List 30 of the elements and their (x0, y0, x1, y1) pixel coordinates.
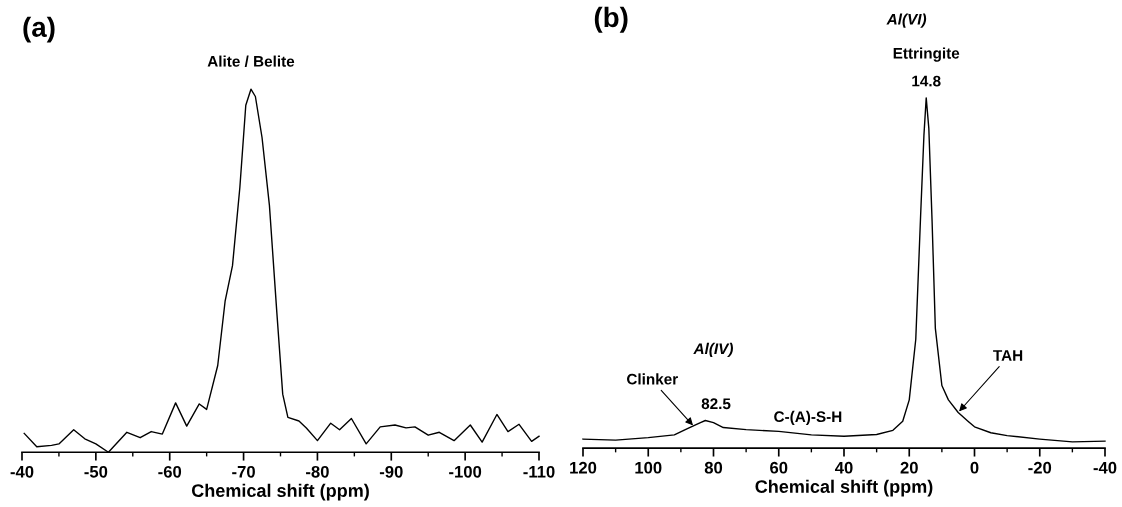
annotation: Alite / Belite (207, 55, 295, 67)
x-tick-label: 100 (635, 461, 662, 474)
x-tick-label: -20 (1028, 461, 1052, 474)
x-tick-label: 60 (770, 461, 788, 474)
chart-title: (a) (23, 16, 55, 43)
annotation: C-(A)-S-H (774, 410, 842, 426)
x-tick-label: 80 (704, 461, 723, 474)
x-tick-label: -60 (158, 465, 182, 478)
x-tick-label: -90 (379, 465, 403, 478)
x-tick-label: 20 (900, 461, 918, 474)
x-tick-label: -40 (1093, 461, 1117, 474)
x-tick-label: -70 (232, 465, 255, 478)
annotation: 14.8 (912, 75, 941, 87)
x-tick-label: -80 (306, 465, 329, 478)
annotation: Al(IV) (693, 342, 733, 358)
x-tick-label: 120 (570, 461, 597, 474)
x-tick-label: -100 (449, 465, 482, 478)
chart-title: (b) (594, 6, 628, 33)
annotation: Clinker (626, 373, 678, 385)
x-tick-label: -40 (10, 465, 34, 478)
text: Al(VI) (886, 13, 927, 28)
x-axis-title: Chemical shift (ppm) (755, 479, 933, 497)
x-tick-label: -110 (523, 465, 555, 478)
annotation: 82.5 (701, 398, 731, 410)
x-tick-label: 0 (970, 461, 979, 474)
x-tick-label: -50 (84, 465, 108, 478)
annotation: TAH (993, 350, 1023, 361)
x-tick-label: 40 (834, 461, 853, 474)
x-axis-title: Chemical shift (ppm) (191, 483, 369, 501)
annotation: Ettringite (893, 47, 960, 62)
